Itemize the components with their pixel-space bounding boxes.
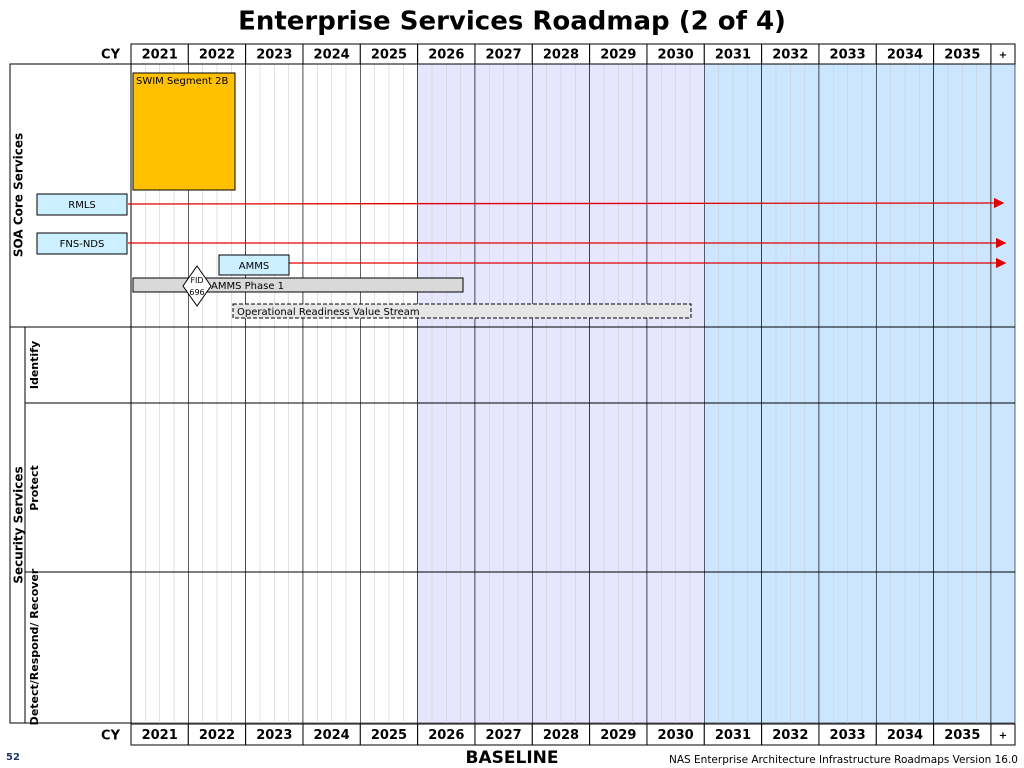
year-label: 2030 <box>658 48 694 63</box>
item-label: Operational Readiness Value Stream <box>237 307 420 318</box>
year-label: 2029 <box>600 728 636 743</box>
axis-label: CY <box>101 48 121 63</box>
axis-label: CY <box>101 729 121 744</box>
milestone-label: FID 696 <box>189 276 204 297</box>
section-label: SOA Core Services <box>12 133 26 257</box>
year-column <box>990 63 1016 724</box>
footer-text: NAS Enterprise Architecture Infrastructu… <box>669 754 1018 766</box>
page-number: 52 <box>6 752 20 763</box>
fns-box <box>36 232 128 255</box>
year-label: 2024 <box>314 728 350 743</box>
grid <box>130 63 1016 724</box>
year-label: 2034 <box>887 48 923 63</box>
orvs-bar <box>232 303 692 319</box>
year-label: 2032 <box>772 728 808 743</box>
year-label: 2026 <box>428 728 464 743</box>
amms-phase-bar <box>132 277 464 293</box>
arrow <box>127 197 1005 209</box>
item-label: FNS-NDS <box>60 239 105 250</box>
milestone <box>182 265 212 307</box>
year-label: 2021 <box>142 728 178 743</box>
title: Enterprise Services Roadmap (2 of 4) <box>238 7 786 37</box>
year-label: 2035 <box>944 728 980 743</box>
year-cell <box>990 43 1016 65</box>
item-label: SWIM Segment 2B <box>136 76 229 87</box>
year-label: 2022 <box>199 728 235 743</box>
item-label: AMMS Phase 1 <box>211 281 284 292</box>
year-label: 2032 <box>772 48 808 63</box>
milestone-label: FID <box>190 276 203 285</box>
year-label: 2022 <box>199 48 235 63</box>
item-label: AMMS <box>239 261 269 272</box>
year-cell <box>990 723 1016 746</box>
year-label: 2023 <box>256 728 292 743</box>
year-label: + <box>999 731 1007 742</box>
year-label: 2021 <box>142 48 178 63</box>
year-label: 2026 <box>428 48 464 63</box>
rmls-box <box>36 193 128 216</box>
year-label: 2025 <box>371 728 407 743</box>
year-label: 2034 <box>887 728 923 743</box>
year-label: 2023 <box>256 48 292 63</box>
year-label: 2025 <box>371 48 407 63</box>
year-label: 2031 <box>715 728 751 743</box>
amms-box <box>218 254 290 276</box>
row-label: Identify <box>28 341 41 389</box>
swim-box <box>132 72 236 191</box>
row-label: Protect <box>28 465 41 511</box>
year-label: + <box>999 50 1007 61</box>
row-label: Detect/Respond/ Recover <box>28 568 41 725</box>
year-label: 2027 <box>486 48 522 63</box>
milestone-label: 696 <box>189 288 204 297</box>
year-label: 2028 <box>543 48 579 63</box>
year-label: 2035 <box>944 48 980 63</box>
year-label: 2027 <box>486 728 522 743</box>
year-label: 2030 <box>658 728 694 743</box>
section-label: Security Services <box>12 466 26 583</box>
year-label: 2031 <box>715 48 751 63</box>
year-label: 2033 <box>830 48 866 63</box>
item-label: RMLS <box>68 200 96 211</box>
year-label: 2029 <box>600 48 636 63</box>
year-label: 2028 <box>543 728 579 743</box>
year-label: 2024 <box>314 48 350 63</box>
baseline: BASELINE <box>466 748 559 768</box>
year-label: 2033 <box>830 728 866 743</box>
